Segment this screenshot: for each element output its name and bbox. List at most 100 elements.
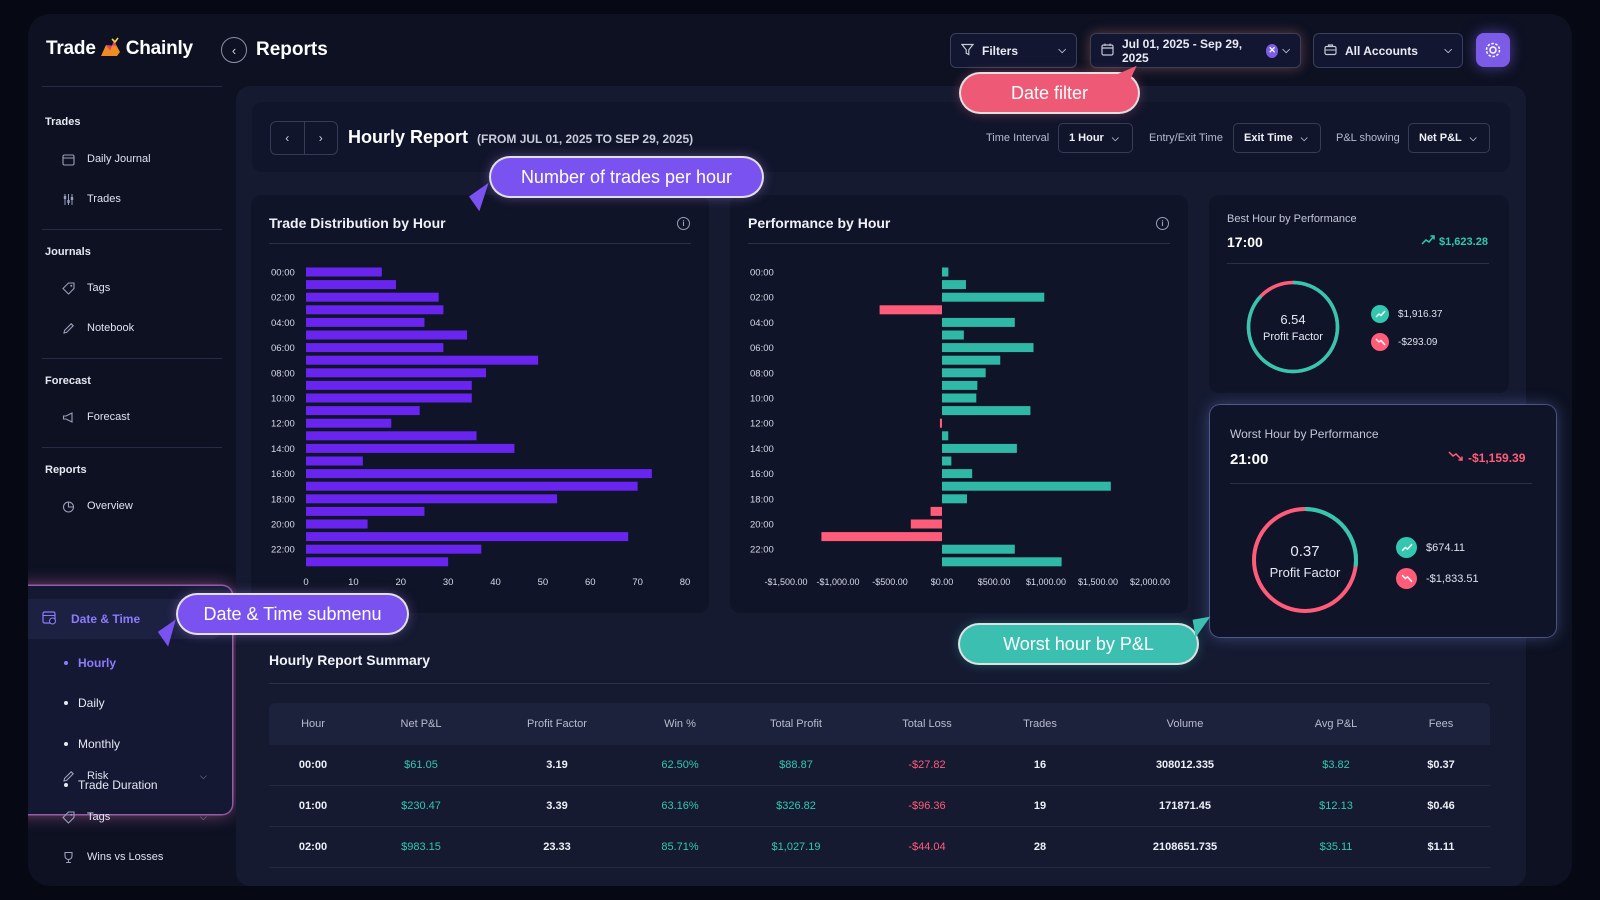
table-cell: 3.39 xyxy=(546,800,568,812)
table-row[interactable]: 01:00 $230.47 3.39 63.16% $326.82 -$96.36 19 17… xyxy=(269,786,1490,827)
profit-amount: $1,916.37 xyxy=(1398,308,1443,320)
worst-hour-card: Worst Hour by Performance 21:00 -$1,159.… xyxy=(1210,405,1556,637)
prev-period-button[interactable]: ‹ xyxy=(271,122,305,154)
sidebar-item-risk[interactable]: Risk xyxy=(61,769,108,783)
best-hour-amount: $1,623.28 xyxy=(1439,235,1488,248)
sidebar-item-daily-journal[interactable]: Daily Journal xyxy=(61,152,151,166)
tag-icon xyxy=(61,281,75,295)
performance-bar xyxy=(879,305,942,315)
divider xyxy=(42,86,222,87)
x-tick-label: $2,000.00 xyxy=(1130,577,1170,587)
x-tick-label: $0.00 xyxy=(931,577,954,587)
column-header[interactable]: Trades xyxy=(1023,718,1057,730)
trend-down-icon xyxy=(1396,568,1417,589)
table-row[interactable]: 00:00 $61.05 3.19 62.50% $88.87 -$27.82 16 3080… xyxy=(269,745,1490,786)
column-header[interactable]: Total Profit xyxy=(770,718,822,730)
table-cell: $88.87 xyxy=(779,759,813,771)
x-tick-label: 0 xyxy=(303,577,308,588)
ring-profit-arc xyxy=(1246,280,1340,374)
column-header[interactable]: Hour xyxy=(301,718,325,730)
settings-button[interactable] xyxy=(1476,33,1510,67)
worst-hour-profit: $674.11 xyxy=(1396,537,1465,558)
table-cell: 85.71% xyxy=(661,841,699,853)
gear-icon xyxy=(1485,42,1501,58)
performance-bar xyxy=(942,431,949,441)
submenu-item-monthly[interactable]: Monthly xyxy=(64,737,120,751)
info-icon[interactable]: i xyxy=(677,217,690,230)
callout-submenu: Date & Time submenu xyxy=(178,595,407,633)
sidebar-item-overview[interactable]: Overview xyxy=(61,499,133,513)
accounts-select[interactable]: All Accounts ⌵ xyxy=(1313,33,1463,68)
time-interval-label: Time Interval xyxy=(986,132,1050,144)
x-tick-label: 80 xyxy=(680,577,691,588)
sidebar-item-label: Notebook xyxy=(87,322,135,334)
callout-tail xyxy=(1192,616,1214,638)
date-range-picker[interactable]: Jul 01, 2025 - Sep 29, 2025 ✕ ⌵ xyxy=(1090,33,1301,68)
summary-table: Hour Net P&L Profit Factor Win % Total Profi… xyxy=(269,703,1490,868)
report-toolbar: ‹ › Hourly Report (FROM JUL 01, 2025 TO … xyxy=(252,102,1510,172)
brand-left-text: Trade xyxy=(46,38,96,59)
column-header[interactable]: Volume xyxy=(1166,718,1204,730)
sidebar-item-label: Trades xyxy=(87,193,121,205)
performance-bar xyxy=(942,280,966,290)
chevron-down-icon: ⌵ xyxy=(1058,45,1066,56)
brand-logo[interactable]: Trade Chainly xyxy=(46,36,193,62)
loss-amount: -$1,833.51 xyxy=(1426,572,1479,585)
trend-up-icon xyxy=(1421,235,1435,248)
time-interval-select[interactable]: 1 Hour ⌵ xyxy=(1058,123,1133,153)
profit-amount: $674.11 xyxy=(1426,541,1465,554)
distribution-bar xyxy=(306,544,482,554)
performance-bar xyxy=(942,267,949,277)
table-cell: 62.50% xyxy=(661,759,699,771)
next-period-button[interactable]: › xyxy=(305,122,338,154)
performance-bar xyxy=(910,519,942,529)
bull-logo-icon xyxy=(98,36,124,62)
submenu-item-label: Hourly xyxy=(78,656,117,670)
submenu-item-trade-duration[interactable]: Trade Duration xyxy=(64,778,158,792)
entry-exit-select[interactable]: Exit Time ⌵ xyxy=(1233,123,1321,153)
column-header[interactable]: Profit Factor xyxy=(527,718,587,730)
performance-bar xyxy=(939,418,942,428)
table-cell: 23.33 xyxy=(543,841,571,853)
table-cell: $0.37 xyxy=(1427,759,1455,771)
y-tick-label: 00:00 xyxy=(750,268,774,279)
column-header[interactable]: Fees xyxy=(1428,718,1454,730)
info-icon[interactable]: i xyxy=(1156,217,1169,230)
sidebar-item-tags-report[interactable]: Tags xyxy=(61,810,110,824)
sidebar-item-label: Daily Journal xyxy=(87,153,151,165)
calendar-icon xyxy=(1101,43,1114,59)
y-tick-label: 20:00 xyxy=(750,520,774,531)
column-header[interactable]: Win % xyxy=(664,718,696,730)
y-tick-label: 02:00 xyxy=(750,293,774,304)
performance-bar xyxy=(942,355,1001,365)
worst-hour-value: -$1,159.39 xyxy=(1448,451,1525,465)
column-header[interactable]: Total Loss xyxy=(902,718,952,730)
sidebar-item-trades[interactable]: Trades xyxy=(61,192,121,206)
distribution-bar xyxy=(306,292,439,302)
performance-bar xyxy=(930,506,942,516)
back-button[interactable]: ‹ xyxy=(221,37,247,63)
filters-label: Filters xyxy=(982,43,1019,58)
chevron-down-icon: ⌵ xyxy=(1300,132,1308,143)
clear-date-icon[interactable]: ✕ xyxy=(1265,43,1279,58)
table-cell: $326.82 xyxy=(776,800,816,812)
pl-showing-select[interactable]: Net P&L ⌵ xyxy=(1408,123,1490,153)
performance-bar xyxy=(942,292,1045,302)
table-cell: $230.47 xyxy=(401,800,441,812)
submenu-item-daily[interactable]: Daily xyxy=(64,696,105,710)
sidebar-item-label: Overview xyxy=(87,500,133,512)
column-header[interactable]: Avg P&L xyxy=(1314,718,1358,730)
column-header[interactable]: Net P&L xyxy=(400,718,442,730)
table-row[interactable]: 02:00 $983.15 23.33 85.71% $1,027.19 -$44.04 2… xyxy=(269,827,1490,868)
submenu-item-hourly[interactable]: Hourly xyxy=(64,656,116,670)
divider xyxy=(748,243,1170,244)
submenu-item-label: Trade Duration xyxy=(78,778,158,792)
profit-factor-value: 0.37 xyxy=(1290,543,1320,560)
distribution-bar xyxy=(306,532,629,542)
sidebar-item-notebook[interactable]: Notebook xyxy=(61,321,134,335)
sidebar-item-forecast[interactable]: Forecast xyxy=(61,410,130,424)
filters-button[interactable]: Filters ⌵ xyxy=(950,33,1077,68)
sidebar-item-wins-vs-losses[interactable]: Wins vs Losses xyxy=(61,850,163,864)
table-cell: 01:00 xyxy=(298,800,328,812)
sidebar-item-tags[interactable]: Tags xyxy=(61,281,110,295)
